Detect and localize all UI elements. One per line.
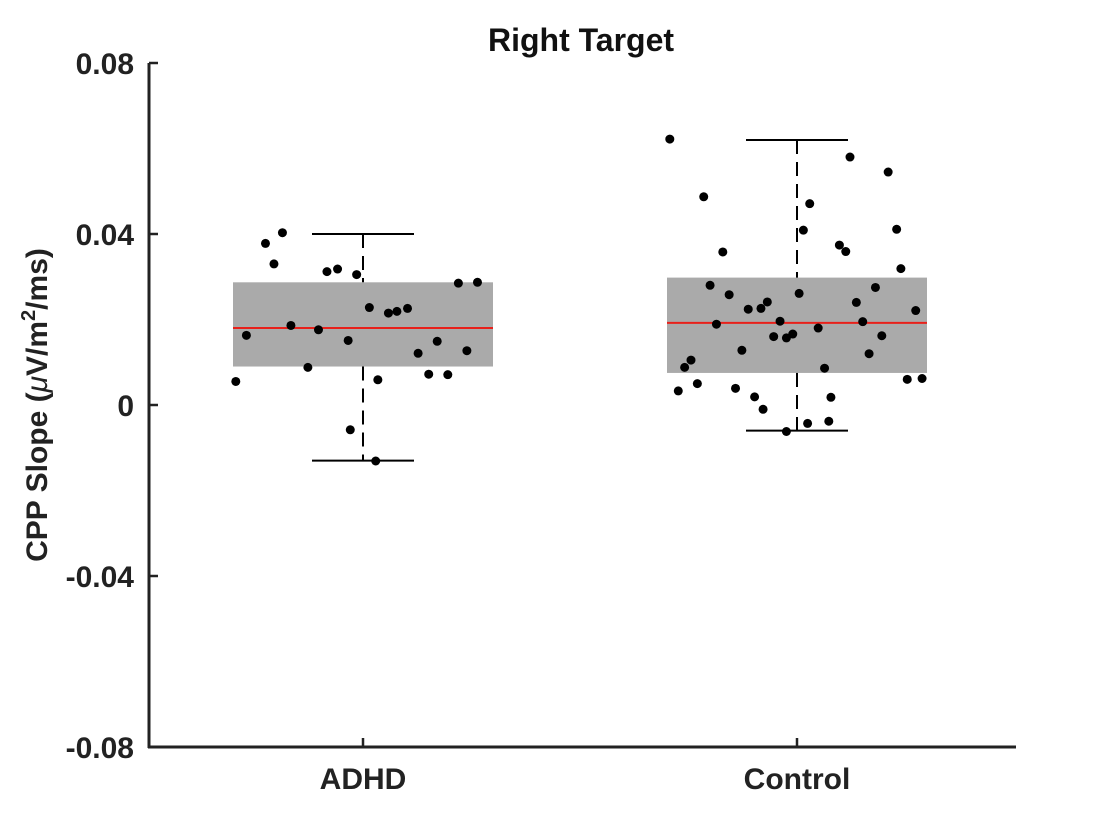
adhd-data-point: [371, 456, 381, 466]
axes: -0.08 -0.04 0 0.04 0.08 ADHD Control: [66, 48, 1016, 796]
control-data-point: [711, 319, 721, 329]
adhd-data-point: [424, 369, 434, 379]
control-data-point: [705, 280, 715, 290]
adhd-data-point: [373, 375, 383, 385]
control-data-point: [834, 240, 844, 250]
x-tick-label-adhd: ADHD: [320, 763, 407, 796]
control-data-point: [805, 199, 815, 209]
control-data-point: [758, 404, 768, 414]
control-data-point: [731, 383, 741, 393]
control-data-point: [917, 373, 927, 383]
adhd-data-point: [343, 335, 353, 345]
control-data-point: [769, 332, 779, 342]
adhd-data-point: [231, 376, 241, 386]
adhd-data-point: [345, 425, 355, 435]
adhd-data-point: [472, 277, 482, 287]
control-data-point: [756, 303, 766, 313]
y-axis-label-sup: 2: [18, 310, 40, 321]
adhd-data-point: [333, 264, 343, 274]
control-data-point: [877, 331, 887, 341]
adhd-data-point: [260, 238, 270, 248]
control-data-point: [775, 316, 785, 326]
y-tick-label: 0: [117, 390, 134, 423]
control-data-point: [824, 416, 834, 426]
control-data-point: [737, 345, 747, 355]
control-data-point: [743, 304, 753, 314]
adhd-data-point: [303, 362, 313, 372]
control-data-point: [864, 349, 874, 359]
y-tick-label: -0.08: [66, 732, 134, 765]
control-data-point: [724, 290, 734, 300]
adhd-data-point: [462, 346, 472, 356]
y-tick-label: -0.04: [66, 561, 135, 594]
control-data-point: [902, 374, 912, 384]
adhd-data-point: [383, 308, 393, 318]
y-tick-label: 0.04: [76, 219, 135, 252]
control-data-point: [883, 167, 893, 177]
control-data-point: [699, 192, 709, 202]
adhd-data-point: [443, 370, 453, 380]
control-data-point: [820, 363, 830, 373]
control-data-point: [851, 297, 861, 307]
control-data-point: [750, 392, 760, 402]
control-data-point: [841, 247, 851, 257]
control-data-point: [788, 329, 798, 339]
control-data-point: [692, 379, 702, 389]
control-data-point: [892, 224, 902, 234]
control-data-point: [673, 386, 683, 396]
adhd-data-point: [313, 325, 323, 335]
plot-area: [231, 134, 927, 466]
control-data-point: [665, 134, 675, 144]
y-axis-label-mu: μ: [21, 376, 54, 393]
y-axis-label-unit: V/m: [21, 321, 54, 376]
adhd-data-point: [432, 336, 442, 346]
control-data-point: [911, 306, 921, 316]
adhd-data-point: [269, 259, 279, 269]
control-data-point: [680, 362, 690, 372]
adhd-data-point: [413, 348, 423, 358]
control-data-point: [794, 288, 804, 298]
y-axis-label-suffix: /ms): [21, 248, 54, 310]
adhd-data-point: [286, 320, 296, 330]
adhd-data-point: [322, 267, 332, 277]
control-data-point: [798, 225, 808, 235]
control-data-point: [826, 392, 836, 402]
control-data-point: [896, 264, 906, 274]
y-axis-label: CPP Slope (μV/m2/ms): [18, 248, 54, 562]
adhd-data-point: [403, 303, 413, 313]
control-data-point: [686, 355, 696, 365]
control-data-point: [762, 297, 772, 307]
adhd-data-point: [352, 270, 362, 280]
adhd-iqr-box: [233, 282, 493, 367]
adhd-data-point: [392, 306, 402, 316]
control-data-point: [870, 282, 880, 292]
chart-title: Right Target: [488, 22, 674, 58]
x-tick-label-control: Control: [744, 763, 851, 796]
control-data-point: [781, 427, 791, 437]
adhd-data-point: [364, 303, 374, 313]
control-data-point: [813, 323, 823, 333]
control-data-point: [845, 152, 855, 162]
adhd-data-point: [277, 228, 287, 238]
adhd-data-point: [241, 330, 251, 340]
y-axis-label-prefix: CPP Slope (: [21, 392, 54, 561]
y-tick-label: 0.08: [76, 48, 134, 81]
control-data-point: [803, 418, 813, 428]
control-data-point: [718, 247, 728, 257]
adhd-data-point: [453, 278, 463, 288]
control-data-point: [858, 317, 868, 327]
